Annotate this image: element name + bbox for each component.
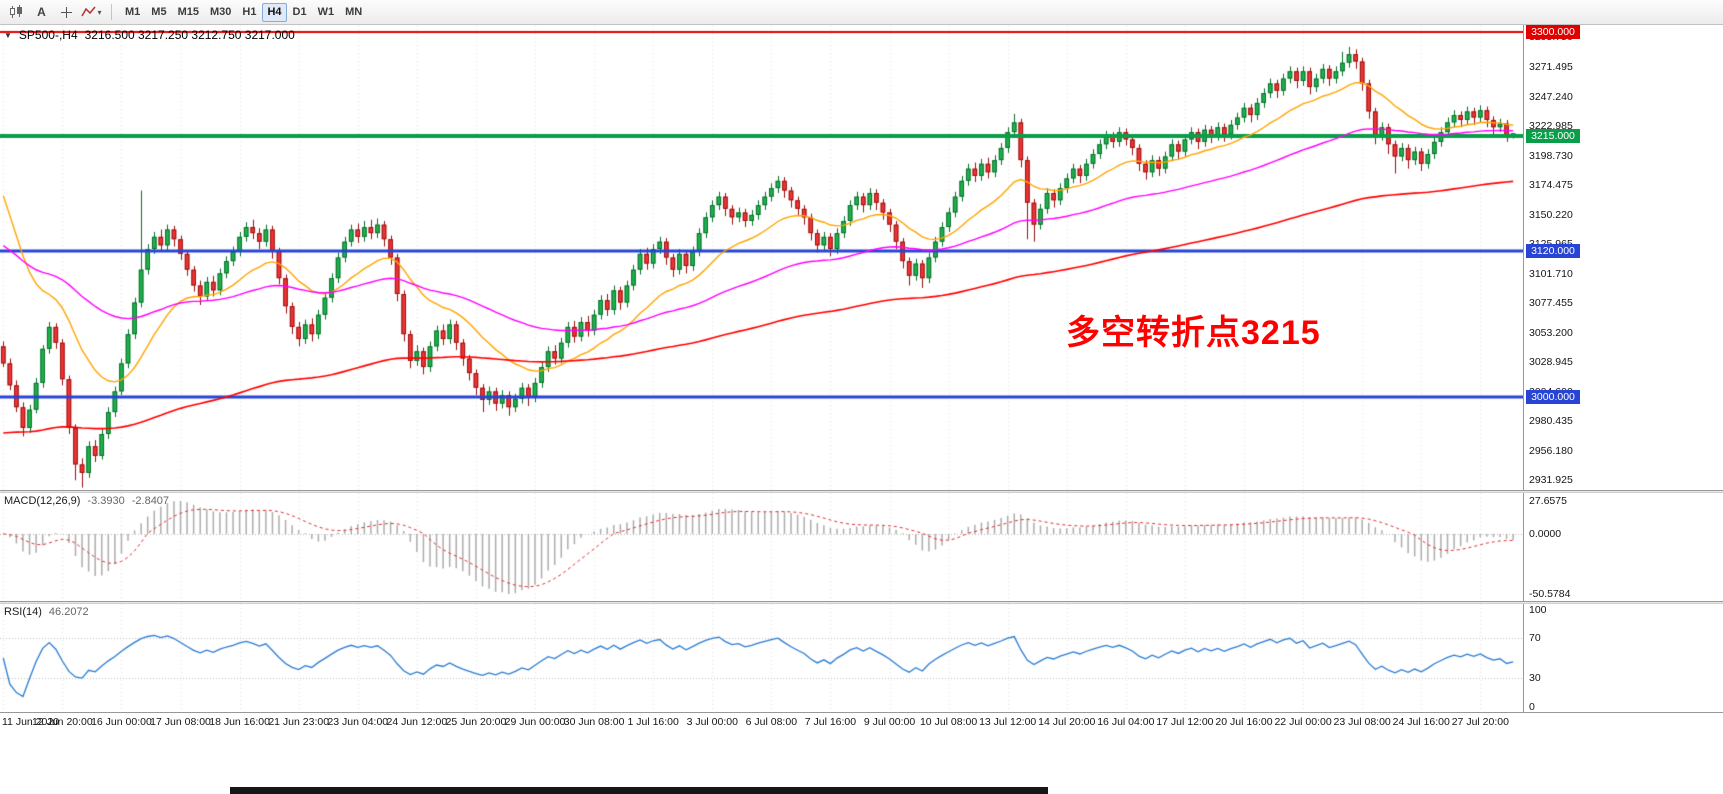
time-axis[interactable]: 11 Jun 2020 12 Jun 20:00 16 Jun 00:00 17 Ju… bbox=[0, 712, 1723, 730]
rsi-axis-label: 100 bbox=[1529, 604, 1547, 616]
time-axis-label: 16 Jun 00:00 bbox=[91, 716, 152, 728]
macd-panel: MACD(12,26,9) -3.3930 -2.8407 27.6575 0.0… bbox=[0, 493, 1723, 601]
price-axis-label: 3174.475 bbox=[1529, 179, 1573, 192]
time-axis-label: 10 Jul 08:00 bbox=[919, 716, 978, 728]
price-axis[interactable]: 3295.7503271.4953247.2403222.9853198.730… bbox=[1523, 25, 1723, 490]
time-axis-label: 24 Jul 16:00 bbox=[1392, 716, 1450, 728]
rsi-name: RSI(14) bbox=[4, 606, 42, 618]
price-axis-label: 3271.495 bbox=[1529, 61, 1573, 73]
bottom-margin bbox=[0, 730, 1723, 794]
price-badge-3000.000: 3000.000 bbox=[1526, 390, 1580, 405]
candlestick-chart-icon[interactable] bbox=[5, 3, 28, 22]
rsi-label: RSI(14) 46.2072 bbox=[4, 606, 89, 618]
price-axis-label: 3247.240 bbox=[1529, 90, 1573, 103]
price-axis-label: 2931.925 bbox=[1529, 474, 1573, 487]
time-axis-label: 21 Jun 23:00 bbox=[268, 716, 330, 728]
rsi-axis-label: 30 bbox=[1529, 671, 1541, 684]
rsi-panel: RSI(14) 46.2072 100 70 30 0 bbox=[0, 604, 1723, 713]
main-chart-panel: ▼ SP500-,H4 3216.500 3217.250 3212.750 3… bbox=[0, 25, 1723, 490]
time-axis-label: 18 Jun 16:00 bbox=[209, 716, 270, 728]
ohlc-values: 3216.500 3217.250 3212.750 3217.000 bbox=[84, 28, 295, 42]
annotation-text: 多空转折点3215 bbox=[1066, 314, 1321, 352]
macd-axis-label: 27.6575 bbox=[1529, 495, 1567, 507]
rsi-value: 46.2072 bbox=[48, 606, 89, 618]
price-badge-3300.000: 3300.000 bbox=[1526, 25, 1580, 40]
rsi-axis-label: 0 bbox=[1529, 701, 1535, 713]
price-axis-label: 3053.200 bbox=[1529, 326, 1573, 339]
collapse-triangle-icon[interactable]: ▼ bbox=[4, 30, 12, 40]
macd-axis-label: -50.5784 bbox=[1529, 588, 1571, 600]
symbol-timeframe-label: SP500-,H4 bbox=[18, 28, 78, 42]
price-axis-label: 3198.730 bbox=[1529, 149, 1573, 162]
timeframe-button-m15[interactable]: M15 bbox=[177, 6, 199, 18]
text-tool-button[interactable]: A bbox=[37, 5, 46, 19]
time-axis-label: 1 Jul 16:00 bbox=[627, 716, 679, 728]
time-axis-label: 29 Jun 00:00 bbox=[504, 716, 566, 728]
time-axis-label: 17 Jun 08:00 bbox=[150, 716, 211, 728]
time-axis-label: 30 Jun 08:00 bbox=[563, 716, 625, 728]
crosshair-icon[interactable] bbox=[55, 3, 78, 22]
price-axis-label: 3101.710 bbox=[1529, 267, 1573, 280]
price-badge-3215.000: 3215.000 bbox=[1526, 128, 1580, 143]
toolbar-separator bbox=[111, 4, 112, 20]
timeframe-button-mn[interactable]: MN bbox=[345, 6, 363, 18]
chart-title: ▼ SP500-,H4 3216.500 3217.250 3212.750 3… bbox=[4, 28, 295, 42]
time-axis-label: 12 Jun 20:00 bbox=[32, 716, 93, 728]
price-axis-label: 2956.180 bbox=[1529, 444, 1573, 457]
time-axis-label: 6 Jul 08:00 bbox=[745, 716, 798, 728]
panel-splitter[interactable] bbox=[0, 601, 1723, 604]
panel-splitter[interactable] bbox=[0, 490, 1723, 493]
timeframe-button-m1[interactable]: M1 bbox=[125, 6, 141, 18]
time-axis-label: 25 Jun 20:00 bbox=[445, 716, 507, 728]
price-axis-label: 3150.220 bbox=[1529, 208, 1573, 221]
timeframe-group: M1 M5 M15 M30 H1 H4 D1 W1 MN bbox=[120, 2, 367, 22]
time-axis-label: 9 Jul 00:00 bbox=[863, 716, 916, 728]
time-axis-label: 20 Jul 16:00 bbox=[1215, 716, 1273, 728]
macd-main-value: -3.3930 bbox=[87, 495, 125, 507]
rsi-plot-canvas[interactable] bbox=[0, 604, 1523, 712]
macd-signal-value: -2.8407 bbox=[131, 495, 170, 507]
price-axis-label: 3077.455 bbox=[1529, 297, 1573, 310]
macd-label: MACD(12,26,9) -3.3930 -2.8407 bbox=[4, 495, 169, 507]
main-plot-canvas[interactable] bbox=[0, 25, 1523, 490]
timeframe-button-m5[interactable]: M5 bbox=[151, 6, 167, 18]
time-axis-label: 14 Jul 20:00 bbox=[1038, 716, 1096, 728]
time-axis-label: 23 Jul 08:00 bbox=[1333, 716, 1391, 728]
time-axis-label: 13 Jul 12:00 bbox=[979, 716, 1037, 728]
macd-plot-canvas[interactable] bbox=[0, 493, 1523, 601]
timeframe-button-h4[interactable]: H4 bbox=[262, 2, 287, 22]
time-axis-label: 23 Jun 04:00 bbox=[327, 716, 389, 728]
macd-name: MACD(12,26,9) bbox=[4, 495, 81, 507]
timeframe-button-d1[interactable]: D1 bbox=[292, 6, 307, 18]
zigzag-dropdown-button[interactable]: ▾ bbox=[80, 3, 103, 22]
time-axis-label: 24 Jun 12:00 bbox=[386, 716, 448, 728]
time-axis-label: 11 Jun 2020 bbox=[2, 716, 60, 728]
time-axis-label: 16 Jul 04:00 bbox=[1097, 716, 1155, 728]
time-axis-label: 7 Jul 16:00 bbox=[804, 716, 857, 728]
taskbar-hint bbox=[230, 787, 1048, 794]
timeframe-button-h1[interactable]: H1 bbox=[242, 6, 257, 18]
time-axis-label: 17 Jul 12:00 bbox=[1156, 716, 1214, 728]
price-badge-3120.000: 3120.000 bbox=[1526, 244, 1580, 259]
chevron-down-icon: ▾ bbox=[97, 7, 102, 17]
time-axis-label: 3 Jul 00:00 bbox=[686, 716, 738, 728]
rsi-axis-label: 70 bbox=[1529, 632, 1541, 645]
time-axis-label: 27 Jul 20:00 bbox=[1451, 716, 1509, 728]
toolbar: A ▾ M1 M5 M15 M30 H1 H4 D1 W1 MN bbox=[0, 0, 1723, 25]
macd-axis[interactable]: 27.6575 0.0000 -50.5784 bbox=[1523, 493, 1723, 601]
macd-axis-label: 0.0000 bbox=[1529, 527, 1562, 540]
price-axis-label: 2980.435 bbox=[1529, 415, 1573, 428]
timeframe-button-w1[interactable]: W1 bbox=[317, 6, 335, 18]
time-axis-label: 22 Jul 00:00 bbox=[1274, 716, 1332, 728]
rsi-axis[interactable]: 100 70 30 0 bbox=[1523, 604, 1723, 713]
price-axis-label: 3028.945 bbox=[1529, 356, 1573, 369]
timeframe-button-m30[interactable]: M30 bbox=[209, 6, 232, 18]
